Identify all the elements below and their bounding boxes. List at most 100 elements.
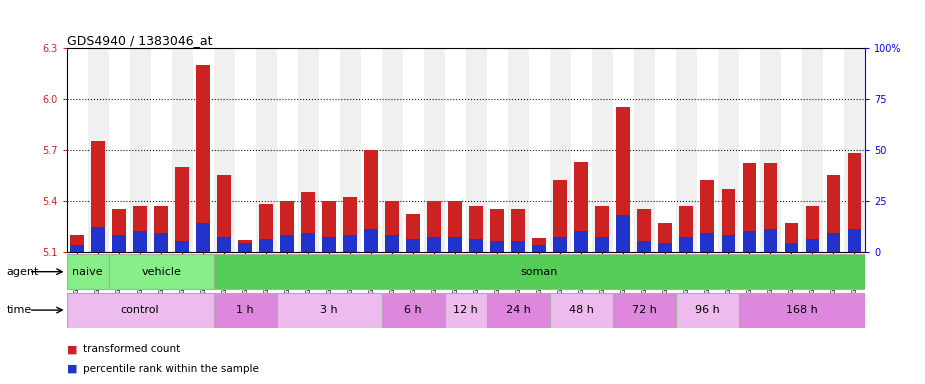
Bar (512, 209, 525, 252)
Bar (214, 293, 277, 328)
Bar (196, 65, 210, 252)
Bar (802, 48, 823, 252)
Bar (743, 231, 756, 252)
Text: 96 h: 96 h (695, 305, 720, 315)
Bar (214, 48, 235, 252)
Bar (533, 238, 546, 252)
Bar (596, 237, 609, 252)
Text: naive: naive (72, 266, 103, 277)
Text: transformed count: transformed count (83, 344, 180, 354)
Bar (277, 293, 382, 328)
Text: 12 h: 12 h (453, 305, 478, 315)
Text: agent: agent (6, 266, 39, 277)
Bar (763, 163, 777, 252)
Bar (176, 167, 189, 252)
Text: control: control (121, 305, 159, 315)
Bar (112, 209, 126, 252)
Bar (449, 237, 462, 252)
Bar (302, 192, 315, 252)
Bar (364, 229, 378, 252)
Bar (406, 214, 420, 252)
Bar (784, 223, 798, 252)
Bar (70, 235, 84, 252)
Bar (88, 48, 108, 252)
Bar (361, 48, 382, 252)
Text: soman: soman (521, 266, 558, 277)
Text: 3 h: 3 h (320, 305, 338, 315)
Bar (571, 48, 592, 252)
Bar (67, 254, 108, 289)
Bar (70, 245, 84, 252)
Bar (529, 48, 549, 252)
Bar (680, 237, 693, 252)
Bar (612, 293, 676, 328)
Bar (634, 48, 655, 252)
Bar (722, 189, 735, 252)
Text: 48 h: 48 h (569, 305, 594, 315)
Bar (92, 141, 105, 252)
Bar (154, 206, 168, 252)
Bar (339, 48, 361, 252)
Bar (386, 200, 399, 252)
Bar (92, 227, 105, 252)
Bar (133, 206, 147, 252)
Bar (67, 48, 88, 252)
Bar (259, 204, 273, 252)
Bar (847, 229, 861, 252)
Bar (151, 48, 172, 252)
Bar (343, 197, 357, 252)
Text: 168 h: 168 h (786, 305, 818, 315)
Bar (196, 223, 210, 252)
Bar (759, 48, 781, 252)
Bar (217, 237, 231, 252)
Bar (465, 48, 487, 252)
Text: ■: ■ (67, 364, 77, 374)
Bar (676, 48, 697, 252)
Bar (364, 150, 378, 252)
Bar (659, 223, 672, 252)
Bar (214, 254, 865, 289)
Bar (487, 293, 549, 328)
Bar (549, 48, 571, 252)
Bar (637, 241, 651, 252)
Text: time: time (6, 305, 31, 315)
Bar (490, 209, 504, 252)
Bar (659, 243, 672, 252)
Bar (533, 245, 546, 252)
Bar (847, 153, 861, 252)
Bar (259, 239, 273, 252)
Bar (469, 239, 483, 252)
Bar (739, 293, 865, 328)
Bar (319, 48, 339, 252)
Bar (172, 48, 192, 252)
Bar (302, 233, 315, 252)
Bar (217, 175, 231, 252)
Bar (424, 48, 445, 252)
Bar (512, 241, 525, 252)
Bar (402, 48, 424, 252)
Bar (323, 200, 336, 252)
Bar (154, 233, 168, 252)
Bar (806, 239, 820, 252)
Text: 6 h: 6 h (404, 305, 422, 315)
Bar (574, 162, 588, 252)
Bar (487, 48, 508, 252)
Bar (280, 235, 294, 252)
Bar (108, 254, 214, 289)
Bar (427, 200, 441, 252)
Bar (255, 48, 277, 252)
Bar (192, 48, 214, 252)
Bar (697, 48, 718, 252)
Bar (743, 163, 756, 252)
Text: ■: ■ (67, 344, 77, 354)
Bar (763, 229, 777, 252)
Bar (406, 239, 420, 252)
Bar (553, 237, 567, 252)
Text: vehicle: vehicle (142, 266, 181, 277)
Bar (298, 48, 319, 252)
Text: percentile rank within the sample: percentile rank within the sample (83, 364, 259, 374)
Bar (549, 293, 612, 328)
Bar (637, 209, 651, 252)
Bar (386, 235, 399, 252)
Bar (616, 108, 630, 252)
